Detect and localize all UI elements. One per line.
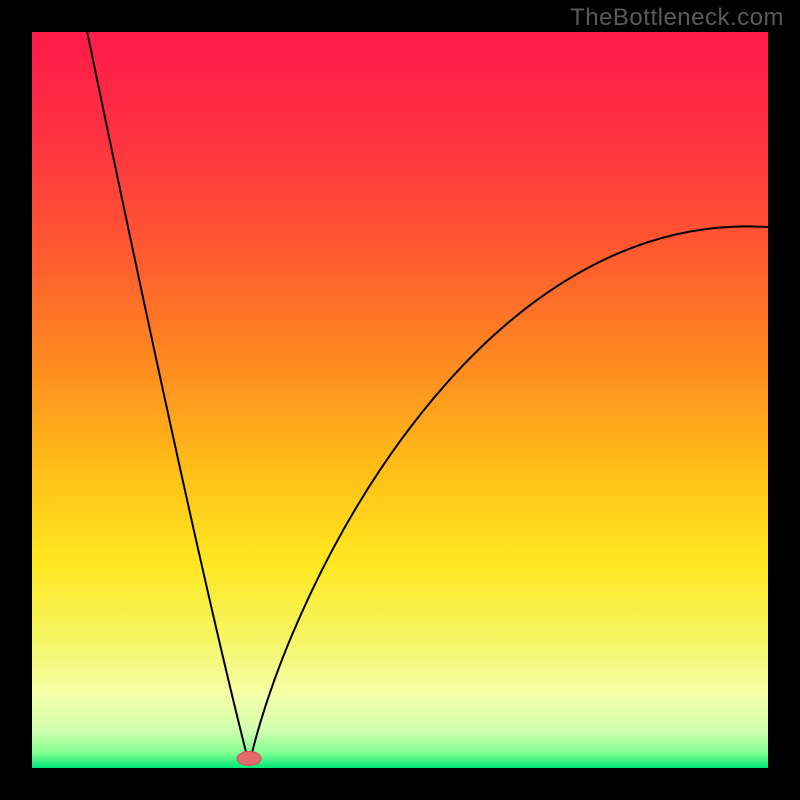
bottleneck-chart: [0, 0, 800, 800]
watermark-text: TheBottleneck.com: [570, 4, 784, 32]
chart-container: TheBottleneck.com: [0, 0, 800, 800]
